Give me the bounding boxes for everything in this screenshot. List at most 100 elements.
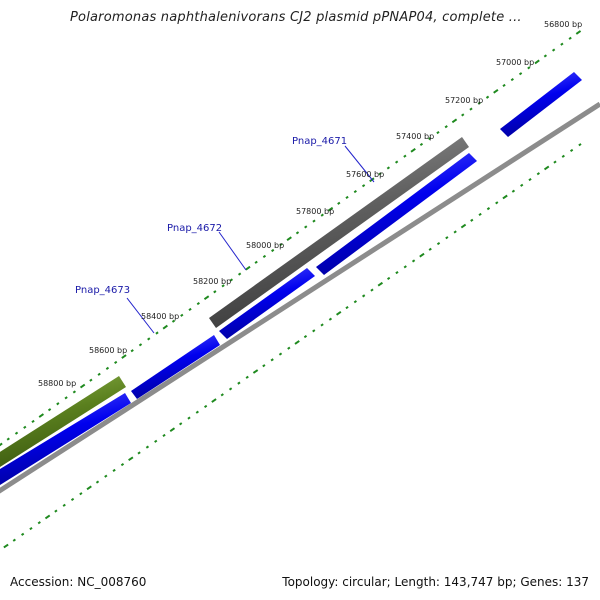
blue-gene-4[interactable] [131,335,220,399]
minor-tick [254,260,258,264]
minor-tick [485,95,490,99]
bp-label: 57600 bp [346,170,384,179]
major-tick [44,514,51,520]
minor-tick [312,329,316,333]
major-tick [336,311,342,316]
major-tick [493,89,499,94]
minor-tick [97,372,101,376]
minor-tick [287,346,291,350]
minor-tick [213,290,217,294]
minor-tick [478,212,482,217]
gene-leader-lines [126,145,375,334]
minor-tick [47,408,52,412]
minor-tick [428,136,432,141]
minor-tick [145,445,150,449]
olive-gene[interactable] [0,376,126,467]
major-tick [294,340,300,345]
minor-tick [278,352,283,356]
minor-tick [411,259,416,263]
minor-tick [154,439,158,443]
minor-tick [345,195,349,200]
major-tick [252,369,259,374]
minor-tick [445,236,449,240]
bp-label: 57000 bp [496,58,534,67]
minor-tick [54,509,58,513]
minor-tick [228,387,233,391]
minor-tick [320,213,324,217]
bp-label: 58200 bp [193,277,231,286]
minor-tick [362,294,366,298]
major-tick [502,194,508,200]
major-tick [460,223,467,229]
bp-label: 57800 bp [296,207,334,216]
major-tick [410,147,416,153]
minor-tick [370,288,374,292]
major-tick [451,118,458,124]
gene-label-pnap-4672[interactable]: Pnap_4672 [167,223,222,234]
major-tick [327,206,334,212]
gray-gene[interactable] [209,137,469,328]
minor-tick [461,113,465,117]
minor-tick [196,301,200,306]
minor-tick [79,492,83,496]
gene-name-labels: Pnap_4671 Pnap_4672 Pnap_4673 [75,136,347,296]
minor-tick [171,319,176,323]
minor-tick [419,142,424,146]
gene-label-pnap-4671[interactable]: Pnap_4671 [292,136,347,147]
minor-tick [378,172,382,176]
outer-tick-row [0,30,582,447]
minor-tick [386,166,391,170]
minor-tick [262,254,267,258]
gene-label-pnap-4673[interactable]: Pnap_4673 [75,285,130,296]
minor-tick [295,231,300,235]
minor-tick [187,416,191,420]
map-title: Polaromonas naphthalenivorans CJ2 plasmi… [70,10,522,25]
bp-label: 57400 bp [396,132,434,141]
major-tick [575,30,582,35]
minor-tick [560,42,564,46]
minor-tick [104,474,108,478]
minor-tick [120,463,125,467]
minor-tick [245,375,249,379]
minor-tick [138,343,143,347]
minor-tick [105,366,110,370]
minor-tick [188,307,192,312]
blue-gene-1[interactable] [500,72,582,137]
minor-tick [72,390,77,394]
minor-tick [470,218,474,222]
major-tick [211,398,217,403]
minor-tick [569,148,574,153]
minor-tick [221,284,225,288]
minor-tick [20,532,25,536]
major-tick [3,543,9,549]
inner-tick-row [3,143,582,549]
minor-tick [477,101,481,105]
minor-tick [453,230,457,234]
minor-tick [130,349,134,353]
minor-tick [436,131,440,135]
blue-gene-2[interactable] [316,153,477,275]
minor-tick [561,154,565,158]
major-tick [162,324,168,330]
minor-tick [345,305,349,310]
minor-tick [112,468,116,472]
bp-label: 58400 bp [141,312,179,321]
minor-tick [262,364,266,368]
blue-gene-3[interactable] [219,268,315,339]
minor-tick [56,402,60,406]
major-tick [419,252,425,258]
minor-tick [23,425,27,429]
bp-label: 58800 bp [38,379,76,388]
major-tick [38,413,45,418]
minor-tick [361,184,366,188]
minor-tick [553,160,557,164]
major-tick [245,265,251,271]
blue-gene-5[interactable] [0,393,131,485]
minor-tick [353,300,357,304]
leader-line-pnap-4672 [218,231,247,271]
minor-tick [270,358,274,362]
leader-line-pnap-4671 [344,145,375,183]
minor-tick [502,83,506,88]
major-tick [79,383,86,389]
